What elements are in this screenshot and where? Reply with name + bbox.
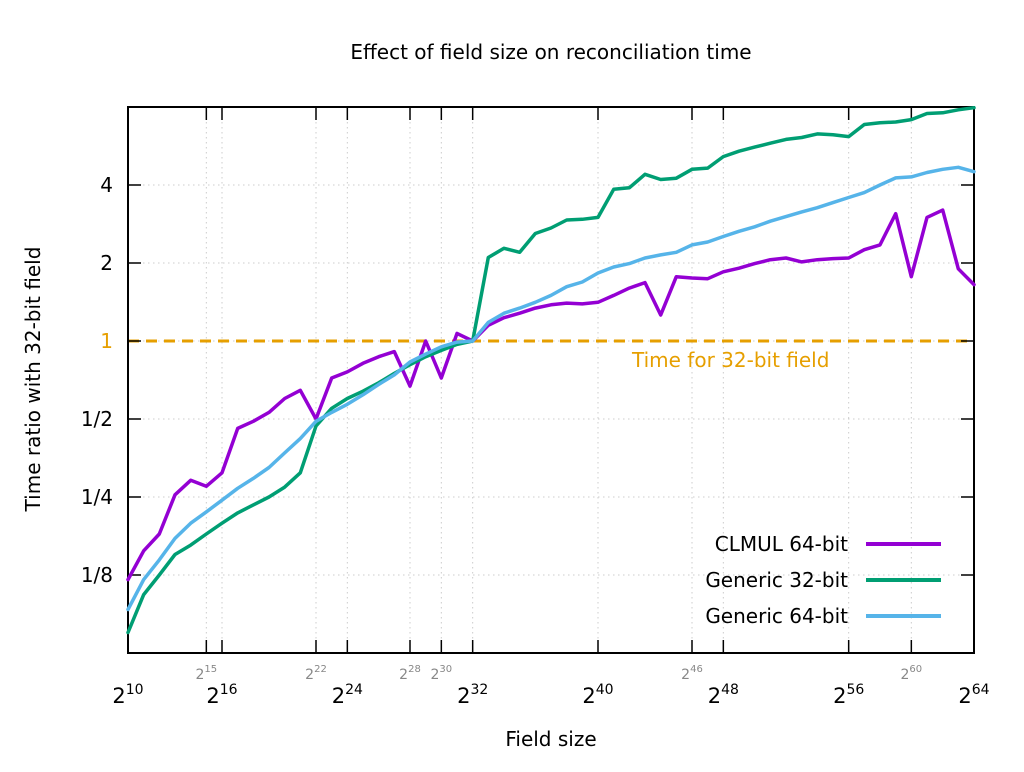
x-major-tick-label: 224 xyxy=(332,682,363,708)
legend: CLMUL 64-bit Generic 32-bit Generic 64-b… xyxy=(705,532,941,628)
chart-title: Effect of field size on reconciliation t… xyxy=(350,40,751,64)
legend-label: CLMUL 64-bit xyxy=(715,532,848,556)
x-major-tick-label: 264 xyxy=(958,682,989,708)
y-tick-labels: 4 2 1 1/2 1/4 1/8 xyxy=(81,173,113,587)
x-minor-tick-label: 260 xyxy=(901,664,923,683)
y-tick-label: 1 xyxy=(100,329,113,353)
x-minor-tick-label: 215 xyxy=(196,664,218,683)
x-axis-title: Field size xyxy=(505,727,596,751)
x-major-tick-label: 240 xyxy=(582,682,613,708)
y-tick-label: 4 xyxy=(100,173,113,197)
x-major-tick-label: 210 xyxy=(112,682,143,708)
legend-label: Generic 64-bit xyxy=(705,604,848,628)
y-tick-label: 1/4 xyxy=(81,485,113,509)
legend-item-clmul-64: CLMUL 64-bit xyxy=(715,532,941,556)
x-major-tick-label: 216 xyxy=(206,682,237,708)
y-tick-label: 1/8 xyxy=(81,563,113,587)
series-line-generic-64-bit xyxy=(126,165,976,612)
plot-border xyxy=(127,106,975,654)
data-series-lines xyxy=(126,105,976,635)
x-minor-tick-label: 228 xyxy=(399,664,421,683)
reference-line-label: Time for 32-bit field xyxy=(631,348,829,372)
y-tick-label: 1/2 xyxy=(81,407,113,431)
legend-label: Generic 32-bit xyxy=(705,568,848,592)
x-minor-tick-label: 230 xyxy=(431,664,453,683)
x-minor-tick-label: 222 xyxy=(305,664,327,683)
y-axis-title: Time ratio with 32-bit field xyxy=(21,247,45,513)
series-line-clmul-64-bit xyxy=(126,208,976,582)
x-tick-labels: 210 216 224 232 240 248 256 264 215 222 228 230 246 2… xyxy=(112,664,989,708)
series-line-generic-32-bit xyxy=(126,105,976,635)
x-major-tick-label: 248 xyxy=(708,682,739,708)
x-major-tick-label: 256 xyxy=(833,682,864,708)
x-minor-tick-label: 246 xyxy=(681,664,703,683)
y-tick-label: 2 xyxy=(100,251,113,275)
x-major-tick-label: 232 xyxy=(457,682,488,708)
legend-item-generic-64: Generic 64-bit xyxy=(705,604,941,628)
legend-item-generic-32: Generic 32-bit xyxy=(705,568,941,592)
